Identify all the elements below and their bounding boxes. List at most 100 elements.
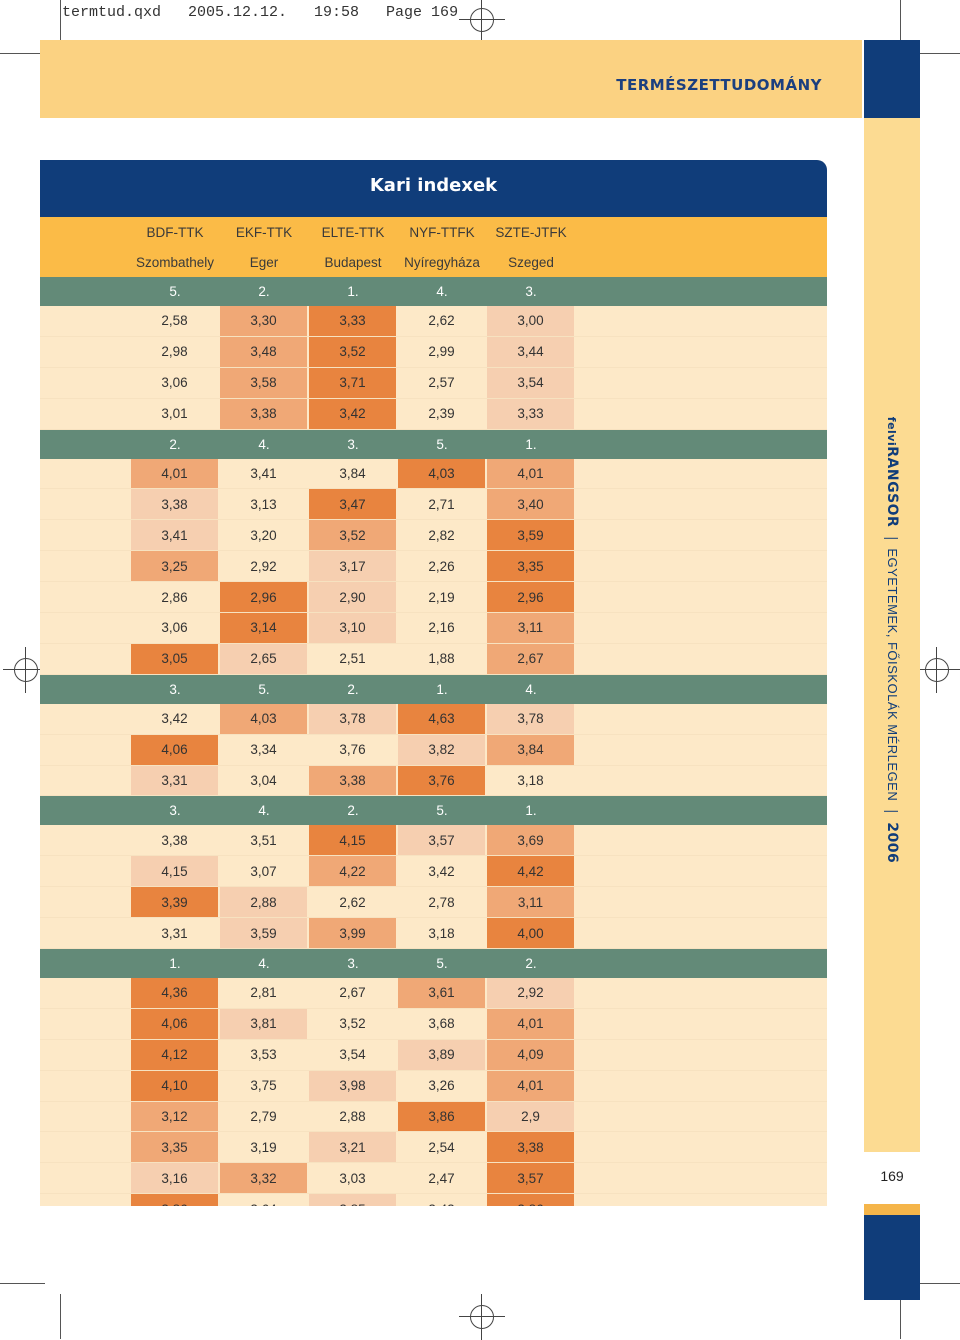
table-row-cell: 3,35 xyxy=(131,1132,219,1163)
rank-row-cell: 5. xyxy=(436,956,448,972)
table-row-cell: 3,40 xyxy=(487,489,575,520)
table-row-cell: 2,86 xyxy=(131,582,219,613)
table-row-cell: 3,69 xyxy=(487,825,575,856)
registration-mark-icon xyxy=(3,647,49,693)
table-row-cell: 3,86 xyxy=(487,1194,575,1206)
table-row-cell: 3,32 xyxy=(220,1163,308,1194)
table-row-cell: 3,34 xyxy=(220,734,308,765)
table-row-cell: 2,39 xyxy=(398,398,486,429)
table-row-cell: 2,54 xyxy=(398,1132,486,1163)
rank-row-cell: 4. xyxy=(258,956,270,972)
faculty-header-row-cell: EKF-TTK xyxy=(235,224,293,240)
sidebar-band xyxy=(864,40,920,1298)
table-row-cell: 3,13 xyxy=(220,489,308,520)
table-row-cell: 4,01 xyxy=(487,458,575,489)
registration-mark-icon xyxy=(914,647,960,693)
separator xyxy=(884,537,899,539)
table-row-cell: 3,48 xyxy=(220,336,308,367)
table-row: 3,42 4,03 3,78 4,63 3,78 xyxy=(40,703,827,735)
rank-row-cell: 4. xyxy=(436,284,448,299)
rank-row-cell: 3. xyxy=(347,956,359,972)
table-row-cell: 3,59 xyxy=(220,918,308,949)
table-row-cell: 2,62 xyxy=(398,306,486,336)
rank-row-cell: 4. xyxy=(258,803,270,819)
rank-row-cell: 5. xyxy=(436,803,448,819)
table-row-cell: 3,35 xyxy=(487,551,575,582)
index-table: BDF-TTK EKF-TTK ELTE-TTK NYF-TTFK SZTE-JTFK S… xyxy=(40,217,827,1206)
table-row-cell: 3,03 xyxy=(309,1163,397,1194)
table-row-cell: 3,18 xyxy=(398,918,486,949)
table-row-cell: 3,33 xyxy=(487,398,575,429)
table-row-cell: 3,42 xyxy=(398,856,486,887)
table-row-cell: 3,52 xyxy=(309,1008,397,1039)
faculty-header-row-cell: SZTE-JTFK xyxy=(495,224,567,240)
sidebar-bottom-block xyxy=(864,1215,920,1300)
table-row-cell: 3,68 xyxy=(398,1008,486,1039)
table-row-cell: 2,47 xyxy=(398,1163,486,1194)
table-row-cell: 3,61 xyxy=(398,978,486,1008)
table-row-cell: 3,99 xyxy=(309,918,397,949)
brand-subtitle: EGYETEMEK, FŐISKOLÁK MÉRLEGEN xyxy=(885,548,900,802)
table-row: 3,06 3,58 3,71 2,57 3,54 xyxy=(40,367,827,399)
faculty-header-row-cell: NYF-TTFK xyxy=(409,224,475,240)
table-row-cell: 2,62 xyxy=(309,887,397,918)
table-row-cell: 3,71 xyxy=(309,367,397,398)
brand-name: RANGSOR xyxy=(884,446,900,528)
sidebar-accent xyxy=(864,1204,920,1215)
rank-row-cell: 1. xyxy=(169,956,181,972)
table-row-cell: 4,42 xyxy=(487,856,575,887)
rank-row: 3. 4. 2. 5. 1. xyxy=(40,796,827,826)
table-row-cell: 3,05 xyxy=(131,643,219,674)
registration-mark-icon xyxy=(459,1294,505,1340)
rank-row-cell: 3. xyxy=(525,284,537,299)
table-row-cell: 4,03 xyxy=(398,458,486,489)
table-row-cell: 3,19 xyxy=(220,1132,308,1163)
table-row-cell: 3,98 xyxy=(309,1070,397,1101)
table-row-cell: 3,21 xyxy=(309,1132,397,1163)
table-row-cell: 3,10 xyxy=(309,613,397,643)
table-row-cell: 3,42 xyxy=(309,398,397,429)
table-row-cell: 3,39 xyxy=(131,887,219,918)
rank-row-cell: 2. xyxy=(347,803,359,819)
table-row-cell: 3,75 xyxy=(220,1070,308,1101)
table-row-cell: 4,01 xyxy=(487,1008,575,1039)
table-row-cell: 2,51 xyxy=(309,643,397,674)
table-row-cell: 3,76 xyxy=(398,765,486,796)
table-row-cell: 2,19 xyxy=(398,582,486,613)
rank-row-cell: 5. xyxy=(258,681,270,697)
table-row-cell: 3,78 xyxy=(487,703,575,734)
table-row: 4,06 3,81 3,52 3,68 4,01 xyxy=(40,1008,827,1040)
table-row-cell: 3,64 xyxy=(220,1194,308,1206)
table-row: 4,36 2,81 2,67 3,61 2,92 xyxy=(40,978,827,1009)
table-row-cell: 2,57 xyxy=(398,367,486,398)
table-row-cell: 3,41 xyxy=(131,520,219,551)
table-row-cell: 2,78 xyxy=(398,887,486,918)
table-row-cell: 3,06 xyxy=(131,367,219,398)
table-row-cell: 3,42 xyxy=(398,1194,486,1206)
table-row-cell: 3,11 xyxy=(487,613,575,643)
faculty-header-row: BDF-TTK EKF-TTK ELTE-TTK NYF-TTFK SZTE-JTFK xyxy=(40,217,827,247)
crop-mark xyxy=(0,53,45,54)
table-row-cell: 4,06 xyxy=(131,734,219,765)
rank-row-cell: 5. xyxy=(436,436,448,452)
table-row-cell: 3,38 xyxy=(487,1132,575,1163)
rank-row-cell: 4. xyxy=(258,436,270,452)
table-row-cell: 2,67 xyxy=(309,978,397,1008)
table-row-cell: 2,82 xyxy=(398,520,486,551)
table-row-cell: 3,06 xyxy=(131,613,219,643)
table-row-cell: 3,58 xyxy=(220,367,308,398)
table-row: 4,01 3,41 3,84 4,03 4,01 xyxy=(40,458,827,490)
table-row-cell: 3,20 xyxy=(220,520,308,551)
table-row-cell: 3,01 xyxy=(131,398,219,429)
table-row-cell: 3,41 xyxy=(220,458,308,489)
page-header: TERMÉSZETTUDOMÁNY xyxy=(40,40,862,118)
table-row-cell: 4,22 xyxy=(309,856,397,887)
table-row-cell: 3,14 xyxy=(220,613,308,643)
table-row-cell: 3,38 xyxy=(220,398,308,429)
table-row: 3,31 3,59 3,99 3,18 4,00 xyxy=(40,918,827,950)
rank-row-cell: 1. xyxy=(525,436,537,452)
table-row-cell: 2,71 xyxy=(398,489,486,520)
rank-row-cell: 3. xyxy=(169,803,181,819)
table-row-cell: 3,89 xyxy=(398,1039,486,1070)
table-row-cell: 2,65 xyxy=(220,643,308,674)
